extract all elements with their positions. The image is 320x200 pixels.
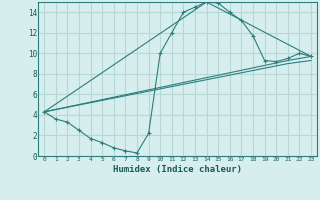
X-axis label: Humidex (Indice chaleur): Humidex (Indice chaleur) <box>113 165 242 174</box>
